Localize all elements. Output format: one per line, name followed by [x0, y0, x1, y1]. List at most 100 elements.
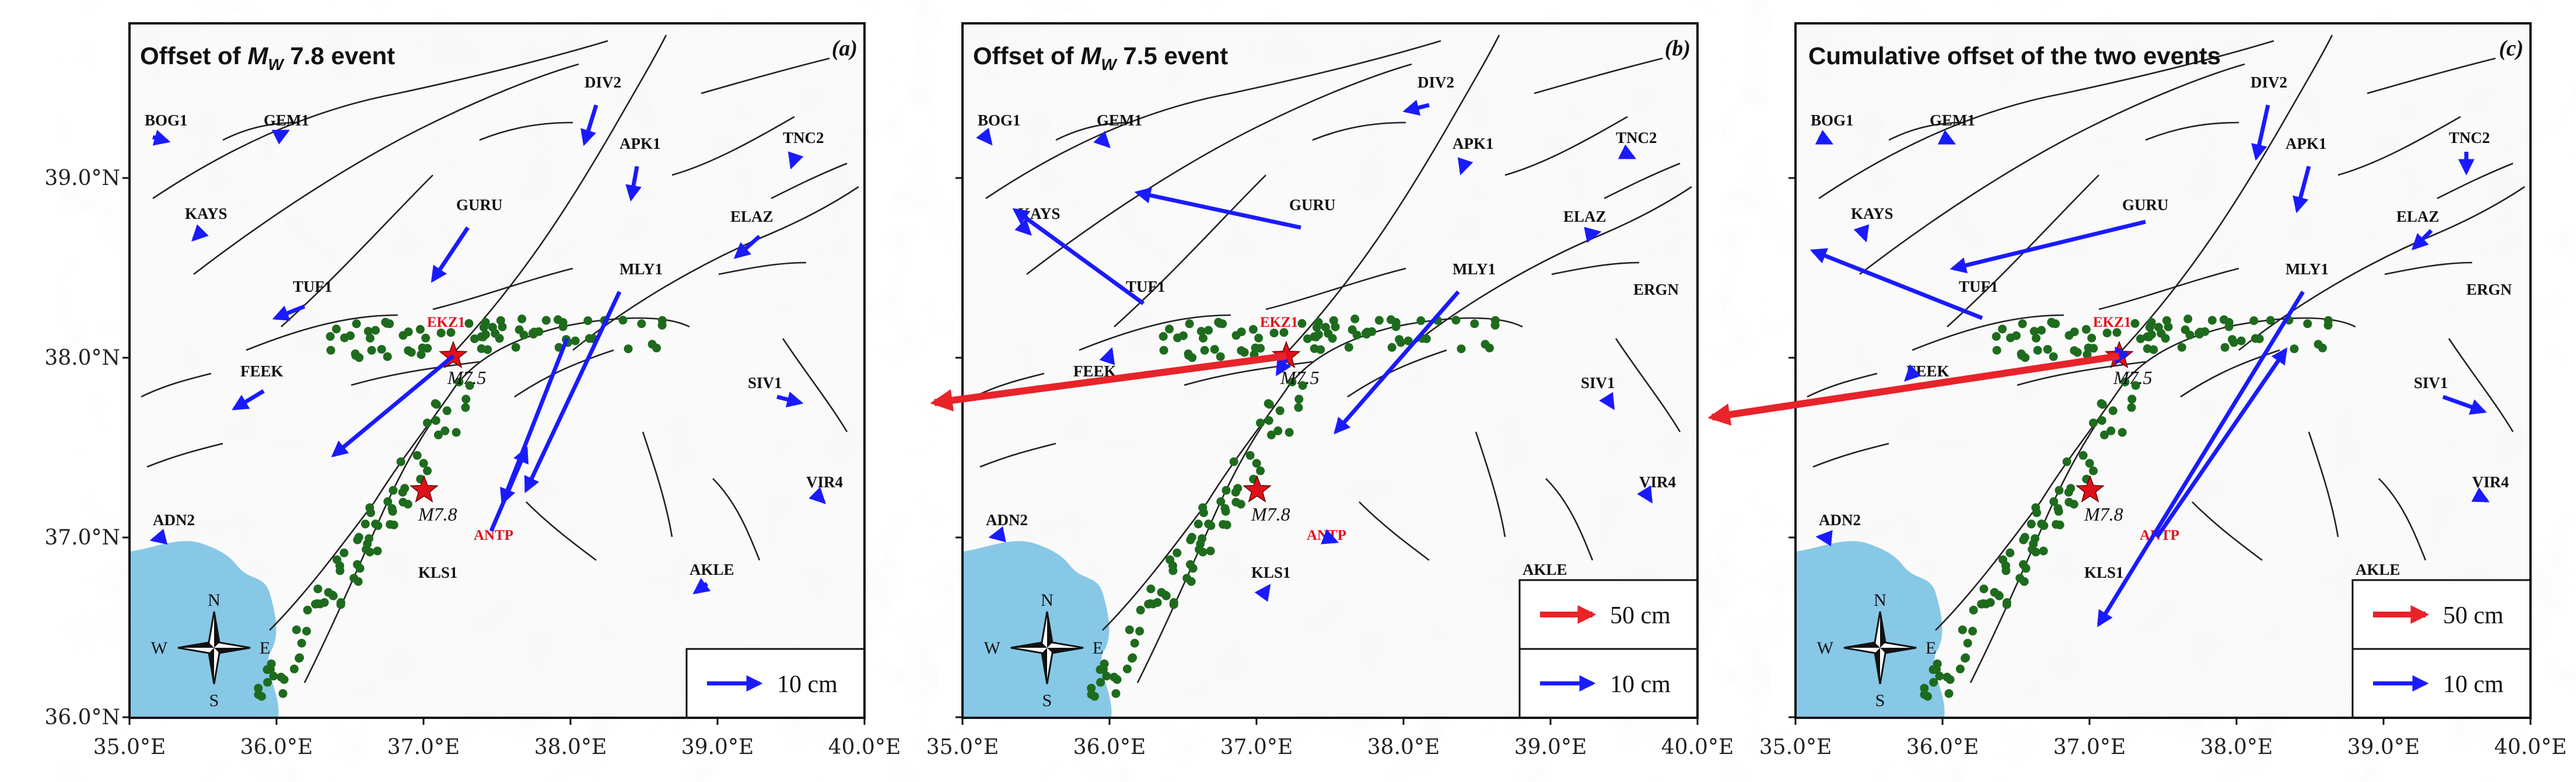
- aftershock-dot: [2006, 548, 2015, 557]
- title-m: M: [247, 42, 268, 69]
- x-tick-label: 37.0°E: [2053, 735, 2126, 759]
- aftershock-dot: [1254, 333, 1264, 343]
- x-tick-label: 40.0°E: [1661, 735, 1734, 759]
- fault-line: [1888, 121, 1965, 141]
- compass-n: N: [1874, 591, 1887, 610]
- compass-e: E: [260, 638, 270, 658]
- displacement-arrow: [1599, 392, 1615, 410]
- aftershock-dot: [583, 316, 593, 325]
- aftershock-dot: [1944, 689, 1954, 698]
- aftershock-dot: [355, 353, 364, 362]
- compass-fill: [178, 643, 214, 648]
- aftershock-dot: [2089, 418, 2098, 428]
- aftershock-dot: [1231, 498, 1241, 507]
- aftershock-dot: [1275, 406, 1284, 416]
- legend-box: 10 cm: [2351, 648, 2532, 719]
- aftershock-dot: [289, 664, 299, 673]
- aftershock-dot: [303, 605, 312, 615]
- aftershock-dot: [1128, 653, 1138, 662]
- aftershock-dot: [446, 328, 456, 337]
- compass-s: S: [1875, 691, 1885, 710]
- aftershock-dot: [373, 546, 382, 556]
- aftershock-dot: [461, 403, 470, 412]
- station-label-ergn: ERGN: [1633, 281, 1679, 298]
- aftershock-dot: [2220, 343, 2230, 352]
- aftershock-dot: [371, 519, 380, 529]
- station-label-antp: ANTP: [1307, 528, 1346, 543]
- aftershock-dot: [326, 332, 335, 341]
- fault-line: [2145, 121, 2239, 141]
- aftershock-dot: [2002, 600, 2011, 609]
- aftershock-dot: [1169, 600, 1178, 609]
- station-label-kls1: KLS1: [2084, 564, 2124, 581]
- aftershock-dot: [434, 430, 443, 439]
- displacement-arrow: [1134, 187, 1301, 230]
- station-label-adn2: ADN2: [1819, 511, 1861, 529]
- aftershock-dot: [491, 329, 500, 338]
- station-label-guru: GURU: [456, 196, 503, 214]
- fault-line: [1405, 186, 1692, 351]
- aftershock-dot: [366, 508, 375, 518]
- displacement-arrow: [524, 291, 622, 494]
- fault-line: [152, 40, 608, 200]
- aftershock-dot: [2021, 564, 2031, 573]
- displacement-arrow: [1815, 130, 1834, 145]
- fault-line: [1265, 267, 1406, 310]
- map-panel-a: M7.5 M7.8 BOG1 GEM1 DIV2 APK1 TNC2 KAYS GURU ELAZ…: [44, 22, 901, 759]
- aftershock-dot: [2266, 316, 2275, 325]
- fault-line: [2180, 349, 2280, 398]
- station-label-gem1: GEM1: [1930, 111, 1975, 129]
- aftershock-dot: [313, 584, 323, 594]
- station-label-akle: AKLE: [2356, 561, 2400, 578]
- aftershock-dot: [1992, 345, 2001, 355]
- aftershock-dot: [2012, 331, 2021, 340]
- magnitude-label-south: M7.8: [1251, 504, 1290, 525]
- aftershock-dot: [1416, 316, 1426, 325]
- compass-s: S: [209, 691, 219, 710]
- aftershock-dot: [2162, 316, 2171, 325]
- aftershock-dot: [2070, 327, 2079, 337]
- displacement-arrow: [976, 127, 993, 146]
- aftershock-dot: [355, 564, 365, 573]
- aftershock-dot: [1391, 322, 1401, 331]
- legend-box: 10 cm: [685, 648, 866, 719]
- map-panel-b: M7.5 M7.8 BOG1 GEM1 DIV2 APK1 TNC2 KAYS GURU ELAZ…: [926, 22, 1734, 759]
- aftershock-dot: [529, 330, 538, 339]
- aftershock-dot: [365, 534, 374, 543]
- aftershock-dot: [584, 334, 594, 343]
- station-label-siv1: SIV1: [2414, 374, 2448, 392]
- aftershock-dot: [1298, 381, 1307, 390]
- compass-fill: [1880, 648, 1916, 653]
- aftershock-dot: [1979, 584, 1989, 594]
- sea-area: [963, 541, 1112, 718]
- aftershock-dot: [2130, 319, 2140, 328]
- fault-line: [479, 121, 573, 141]
- x-tick-label: 36.0°E: [1906, 735, 1979, 759]
- displacement-arrow: [232, 389, 265, 411]
- aftershock-dot: [423, 418, 432, 428]
- compass-w: W: [984, 638, 1001, 658]
- epicenter-star: [439, 340, 468, 369]
- fault-line: [1604, 162, 1681, 200]
- aftershock-dot: [412, 451, 422, 460]
- aftershock-dot: [1233, 484, 1242, 493]
- aftershock-dot: [1165, 324, 1174, 334]
- aftershock-dot: [1186, 577, 1196, 586]
- displacement-arrow: [2292, 166, 2311, 214]
- aftershock-dot: [1204, 326, 1213, 335]
- aftershock-dot: [1166, 555, 1175, 564]
- station-label-tnc2: TNC2: [1616, 129, 1657, 146]
- station-label-apk1: APK1: [2286, 135, 2327, 152]
- aftershock-dot: [423, 466, 432, 476]
- aftershock-dot: [2250, 334, 2260, 343]
- displacement-arrow: [988, 526, 1006, 543]
- displacement-arrow: [2155, 347, 2288, 538]
- station-label-gem1: GEM1: [264, 111, 309, 129]
- x-tick-label: 35.0°E: [93, 735, 166, 759]
- aftershock-dot: [2106, 426, 2116, 435]
- aftershock-dot: [2147, 330, 2156, 339]
- fault-line: [1475, 431, 1506, 537]
- fault-line: [1312, 121, 1406, 141]
- fault-line: [2192, 501, 2263, 561]
- aftershock-dot: [1256, 418, 1265, 428]
